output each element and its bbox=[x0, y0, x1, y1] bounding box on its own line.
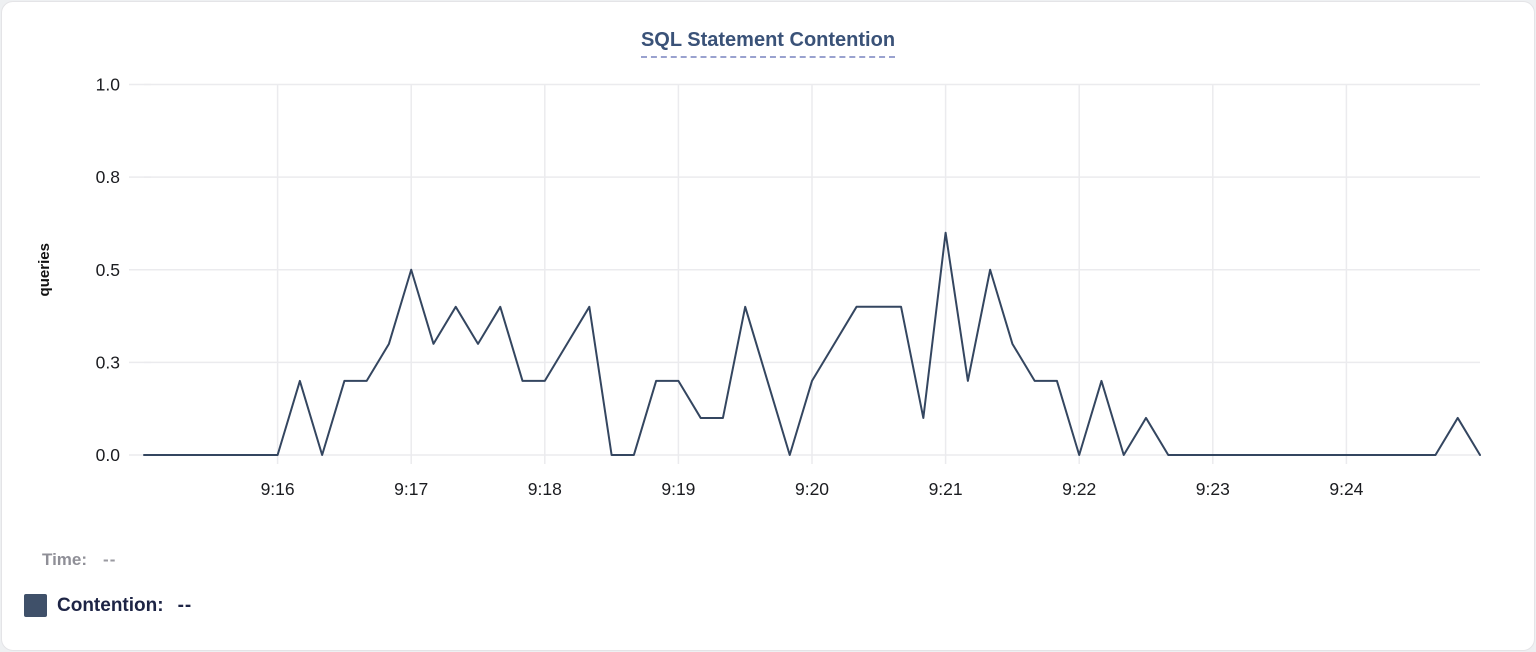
y-tick-label: 0.5 bbox=[96, 260, 120, 280]
x-tick-label: 9:21 bbox=[929, 479, 963, 499]
legend-contention-label: Contention: bbox=[57, 594, 164, 616]
y-axis-title: queries bbox=[36, 243, 53, 296]
chart-title: SQL Statement Contention bbox=[640, 29, 896, 58]
x-tick-label: 9:18 bbox=[528, 479, 562, 499]
x-tick-label: 9:23 bbox=[1196, 479, 1230, 499]
x-tick-label: 9:16 bbox=[261, 479, 295, 499]
plot-hover-overlay[interactable] bbox=[144, 85, 1480, 456]
legend-contention-value: -- bbox=[177, 594, 193, 616]
y-tick-label: 0.0 bbox=[96, 445, 121, 465]
hover-readout-time: Time: -- bbox=[42, 550, 116, 570]
legend-row-contention: Contention: -- bbox=[24, 594, 192, 617]
hover-time-label: Time: bbox=[42, 550, 88, 569]
contention-series-line bbox=[143, 231, 1481, 456]
x-tick-label: 9:20 bbox=[795, 479, 829, 499]
x-tick-label: 9:22 bbox=[1062, 479, 1096, 499]
contention-series-swatch bbox=[24, 594, 47, 617]
contention-line-chart[interactable]: 0.0 0.3 0.5 0.8 1.0 9:16 9:17 9:18 9:19 9:20 9:21 9… bbox=[2, 2, 1535, 522]
y-tick-label: 0.3 bbox=[96, 352, 120, 372]
hover-time-value: -- bbox=[103, 550, 117, 569]
y-tick-label: 0.8 bbox=[96, 167, 120, 187]
chart-header: SQL Statement Contention bbox=[2, 29, 1534, 58]
y-tick-label: 1.0 bbox=[96, 75, 121, 95]
x-tick-label: 9:19 bbox=[661, 479, 695, 499]
x-tick-label: 9:24 bbox=[1329, 479, 1363, 499]
x-tick-label: 9:17 bbox=[394, 479, 428, 499]
